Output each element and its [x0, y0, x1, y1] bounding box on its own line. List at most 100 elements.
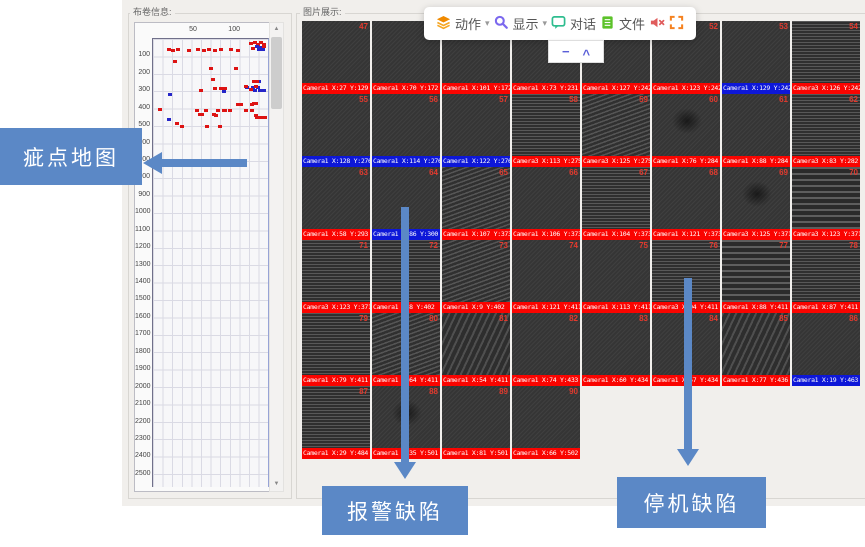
defect-tile[interactable]: 86 Camera1 X:19 Y:463: [792, 313, 860, 386]
defect-point: [254, 45, 259, 49]
y-tick-label: 1000: [135, 208, 151, 216]
defect-tile[interactable]: 58 Camera3 X:113 Y:275: [512, 94, 580, 167]
display-menu-button[interactable]: 显示 ▾: [494, 14, 548, 33]
camera-coordinate-label: Camera1 X:106 Y:373: [512, 229, 580, 240]
defect-point: [259, 116, 264, 120]
defect-point: [256, 47, 261, 51]
defect-point: [219, 86, 224, 90]
defect-number: 61: [779, 95, 788, 104]
y-tick-label: 2100: [135, 400, 151, 408]
layers-icon: [436, 15, 451, 33]
dialog-button-label: 对话: [570, 17, 597, 32]
defect-tile[interactable]: 62 Camera3 X:83 Y:282: [792, 94, 860, 167]
defect-tile[interactable]: 54 Camera3 X:126 Y:242: [792, 21, 860, 94]
camera-coordinate-label: Camera1 X:27 Y:129: [302, 83, 370, 94]
defect-image: [302, 313, 370, 375]
defect-tile[interactable]: 71 Camera3 X:123 Y:371: [302, 240, 370, 313]
defect-tile[interactable]: 63 Camera1 X:58 Y:293: [302, 167, 370, 240]
defect-number: 65: [499, 168, 508, 177]
defect-number: 82: [569, 314, 578, 323]
y-tick-label: 1300: [135, 260, 151, 268]
action-menu-button[interactable]: 动作 ▾: [436, 14, 490, 33]
defect-map-plot[interactable]: [152, 38, 269, 487]
file-icon: [600, 15, 615, 33]
fullscreen-button[interactable]: [669, 15, 684, 33]
defect-tile[interactable]: 53 Camera1 X:129 Y:242: [722, 21, 790, 94]
defect-point: [158, 107, 163, 111]
file-button[interactable]: 文件: [600, 14, 645, 33]
defect-point: [256, 85, 261, 89]
defect-tile[interactable]: 78 Camera1 X:87 Y:411: [792, 240, 860, 313]
defect-number: 75: [639, 241, 648, 250]
defect-tile[interactable]: 69 Camera3 X:125 Y:371: [722, 167, 790, 240]
chevron-down-icon: ▾: [542, 18, 548, 28]
camera-coordinate-label: Camera1 X:88 Y:284: [722, 156, 790, 167]
defect-number: 71: [359, 241, 368, 250]
defect-tile[interactable]: 89 Camera1 X:81 Y:501: [442, 386, 510, 459]
defect-tile[interactable]: 90 Camera1 X:66 Y:502: [512, 386, 580, 459]
y-tick-label: 1100: [135, 225, 151, 233]
defect-tile[interactable]: 81 Camera1 X:54 Y:411: [442, 313, 510, 386]
defect-number: 78: [849, 241, 858, 250]
defect-point: [259, 41, 264, 45]
defect-number: 68: [709, 168, 718, 177]
defect-point: [248, 88, 253, 92]
defect-point: [196, 47, 201, 51]
defect-point: [168, 92, 173, 96]
defect-point: [228, 109, 233, 113]
defect-number: 58: [569, 95, 578, 104]
defect-tile[interactable]: 73 Camera1 X:9 Y:402: [442, 240, 510, 313]
defect-tile[interactable]: 59 Camera3 X:125 Y:275: [582, 94, 650, 167]
defect-point: [210, 77, 215, 81]
defect-tile[interactable]: 79 Camera1 X:79 Y:411: [302, 313, 370, 386]
defect-number: 83: [639, 314, 648, 323]
defect-tile[interactable]: 60 Camera1 X:76 Y:284: [652, 94, 720, 167]
defect-tile[interactable]: 47 Camera1 X:27 Y:129: [302, 21, 370, 94]
magnifier-icon: [494, 15, 509, 33]
defect-tile[interactable]: 66 Camera1 X:106 Y:373: [512, 167, 580, 240]
defect-tile[interactable]: 57 Camera1 X:122 Y:276: [442, 94, 510, 167]
defect-image: [512, 167, 580, 229]
dialog-button[interactable]: 对话: [551, 14, 596, 33]
defect-tile[interactable]: 75 Camera1 X:113 Y:411: [582, 240, 650, 313]
defect-tile[interactable]: 74 Camera1 X:121 Y:411: [512, 240, 580, 313]
camera-coordinate-label: Camera1 X:121 Y:411: [512, 302, 580, 313]
defect-tile[interactable]: 67 Camera1 X:104 Y:373: [582, 167, 650, 240]
defect-tile[interactable]: 52 Camera1 X:123 Y:242: [652, 21, 720, 94]
collapse-button[interactable]: ^: [582, 47, 591, 62]
minimize-button[interactable]: −: [561, 44, 570, 59]
y-tick-label: 400: [138, 103, 150, 111]
camera-coordinate-label: Camera3 X:125 Y:275: [582, 156, 650, 167]
defect-image: [792, 21, 860, 83]
camera-coordinate-label: Camera1 X:77 Y:436: [722, 375, 790, 386]
scrollbar-thumb[interactable]: [271, 37, 282, 109]
defect-tile[interactable]: 83 Camera1 X:60 Y:434: [582, 313, 650, 386]
defect-point: [255, 115, 260, 119]
defect-image: [722, 240, 790, 302]
defect-tile[interactable]: 87 Camera1 X:29 Y:484: [302, 386, 370, 459]
defect-point: [252, 40, 257, 44]
scroll-down-icon[interactable]: ▼: [273, 481, 280, 487]
collapse-widget: − ^: [548, 40, 604, 63]
defect-number: 52: [709, 22, 718, 31]
defect-tile[interactable]: 56 Camera1 X:114 Y:276: [372, 94, 440, 167]
defect-number: 77: [779, 241, 788, 250]
left-scrollbar[interactable]: ▲ ▼: [269, 22, 284, 492]
defect-number: 72: [429, 241, 438, 250]
defect-tile[interactable]: 77 Camera1 X:88 Y:411: [722, 240, 790, 313]
defect-tile[interactable]: 85 Camera1 X:77 Y:436: [722, 313, 790, 386]
defect-tile[interactable]: 70 Camera3 X:123 Y:371: [792, 167, 860, 240]
defect-tile[interactable]: 61 Camera1 X:88 Y:284: [722, 94, 790, 167]
defect-tile[interactable]: 68 Camera1 X:121 Y:373: [652, 167, 720, 240]
defect-tile[interactable]: 65 Camera1 X:107 Y:373: [442, 167, 510, 240]
defect-image: [582, 167, 650, 229]
defect-tile[interactable]: 82 Camera1 X:74 Y:433: [512, 313, 580, 386]
action-menu-label: 动作: [455, 17, 482, 32]
defect-tile[interactable]: 55 Camera1 X:128 Y:276: [302, 94, 370, 167]
mute-button[interactable]: [649, 15, 665, 33]
defect-point: [233, 67, 238, 71]
camera-coordinate-label: Camera1 X:101 Y:172: [442, 83, 510, 94]
scroll-up-icon[interactable]: ▲: [273, 26, 280, 32]
